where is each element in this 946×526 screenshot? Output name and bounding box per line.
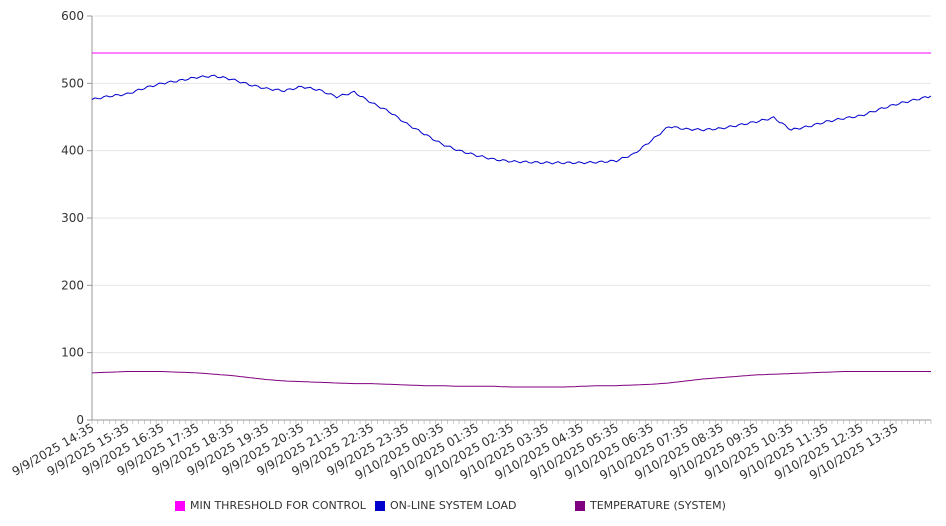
legend-label-temperature: TEMPERATURE (SYSTEM) <box>590 499 726 512</box>
legend-swatch-min-threshold <box>175 500 185 511</box>
legend-label-min-threshold: MIN THRESHOLD FOR CONTROL <box>190 499 366 512</box>
legend-item-temperature[interactable]: TEMPERATURE (SYSTEM) <box>575 499 726 512</box>
y-tick-label: 300 <box>61 211 84 225</box>
legend: MIN THRESHOLD FOR CONTROL ON-LINE SYSTEM… <box>0 496 946 516</box>
legend-label-system-load: ON-LINE SYSTEM LOAD <box>390 499 517 512</box>
y-tick-label: 500 <box>61 76 84 90</box>
legend-swatch-temperature <box>575 500 585 511</box>
axes <box>87 15 932 424</box>
series-lines <box>91 52 932 388</box>
y-tick-label: 200 <box>61 278 84 292</box>
grid-lines <box>92 15 931 354</box>
system-load-line <box>91 74 932 165</box>
y-tick-label: 400 <box>61 144 84 158</box>
legend-item-min-threshold[interactable]: MIN THRESHOLD FOR CONTROL <box>175 499 366 512</box>
x-tick-labels: 9/9/2025 14:359/9/2025 15:359/9/2025 16:… <box>10 420 901 482</box>
legend-swatch-system-load <box>375 500 385 511</box>
y-tick-labels: 0 100 200 300 400 500 600 <box>61 9 84 427</box>
legend-item-system-load[interactable]: ON-LINE SYSTEM LOAD <box>375 499 516 512</box>
y-tick-label: 600 <box>61 9 84 23</box>
temperature-line <box>91 371 931 388</box>
y-tick-label: 100 <box>61 346 84 360</box>
y-tick-label: 0 <box>76 413 84 427</box>
